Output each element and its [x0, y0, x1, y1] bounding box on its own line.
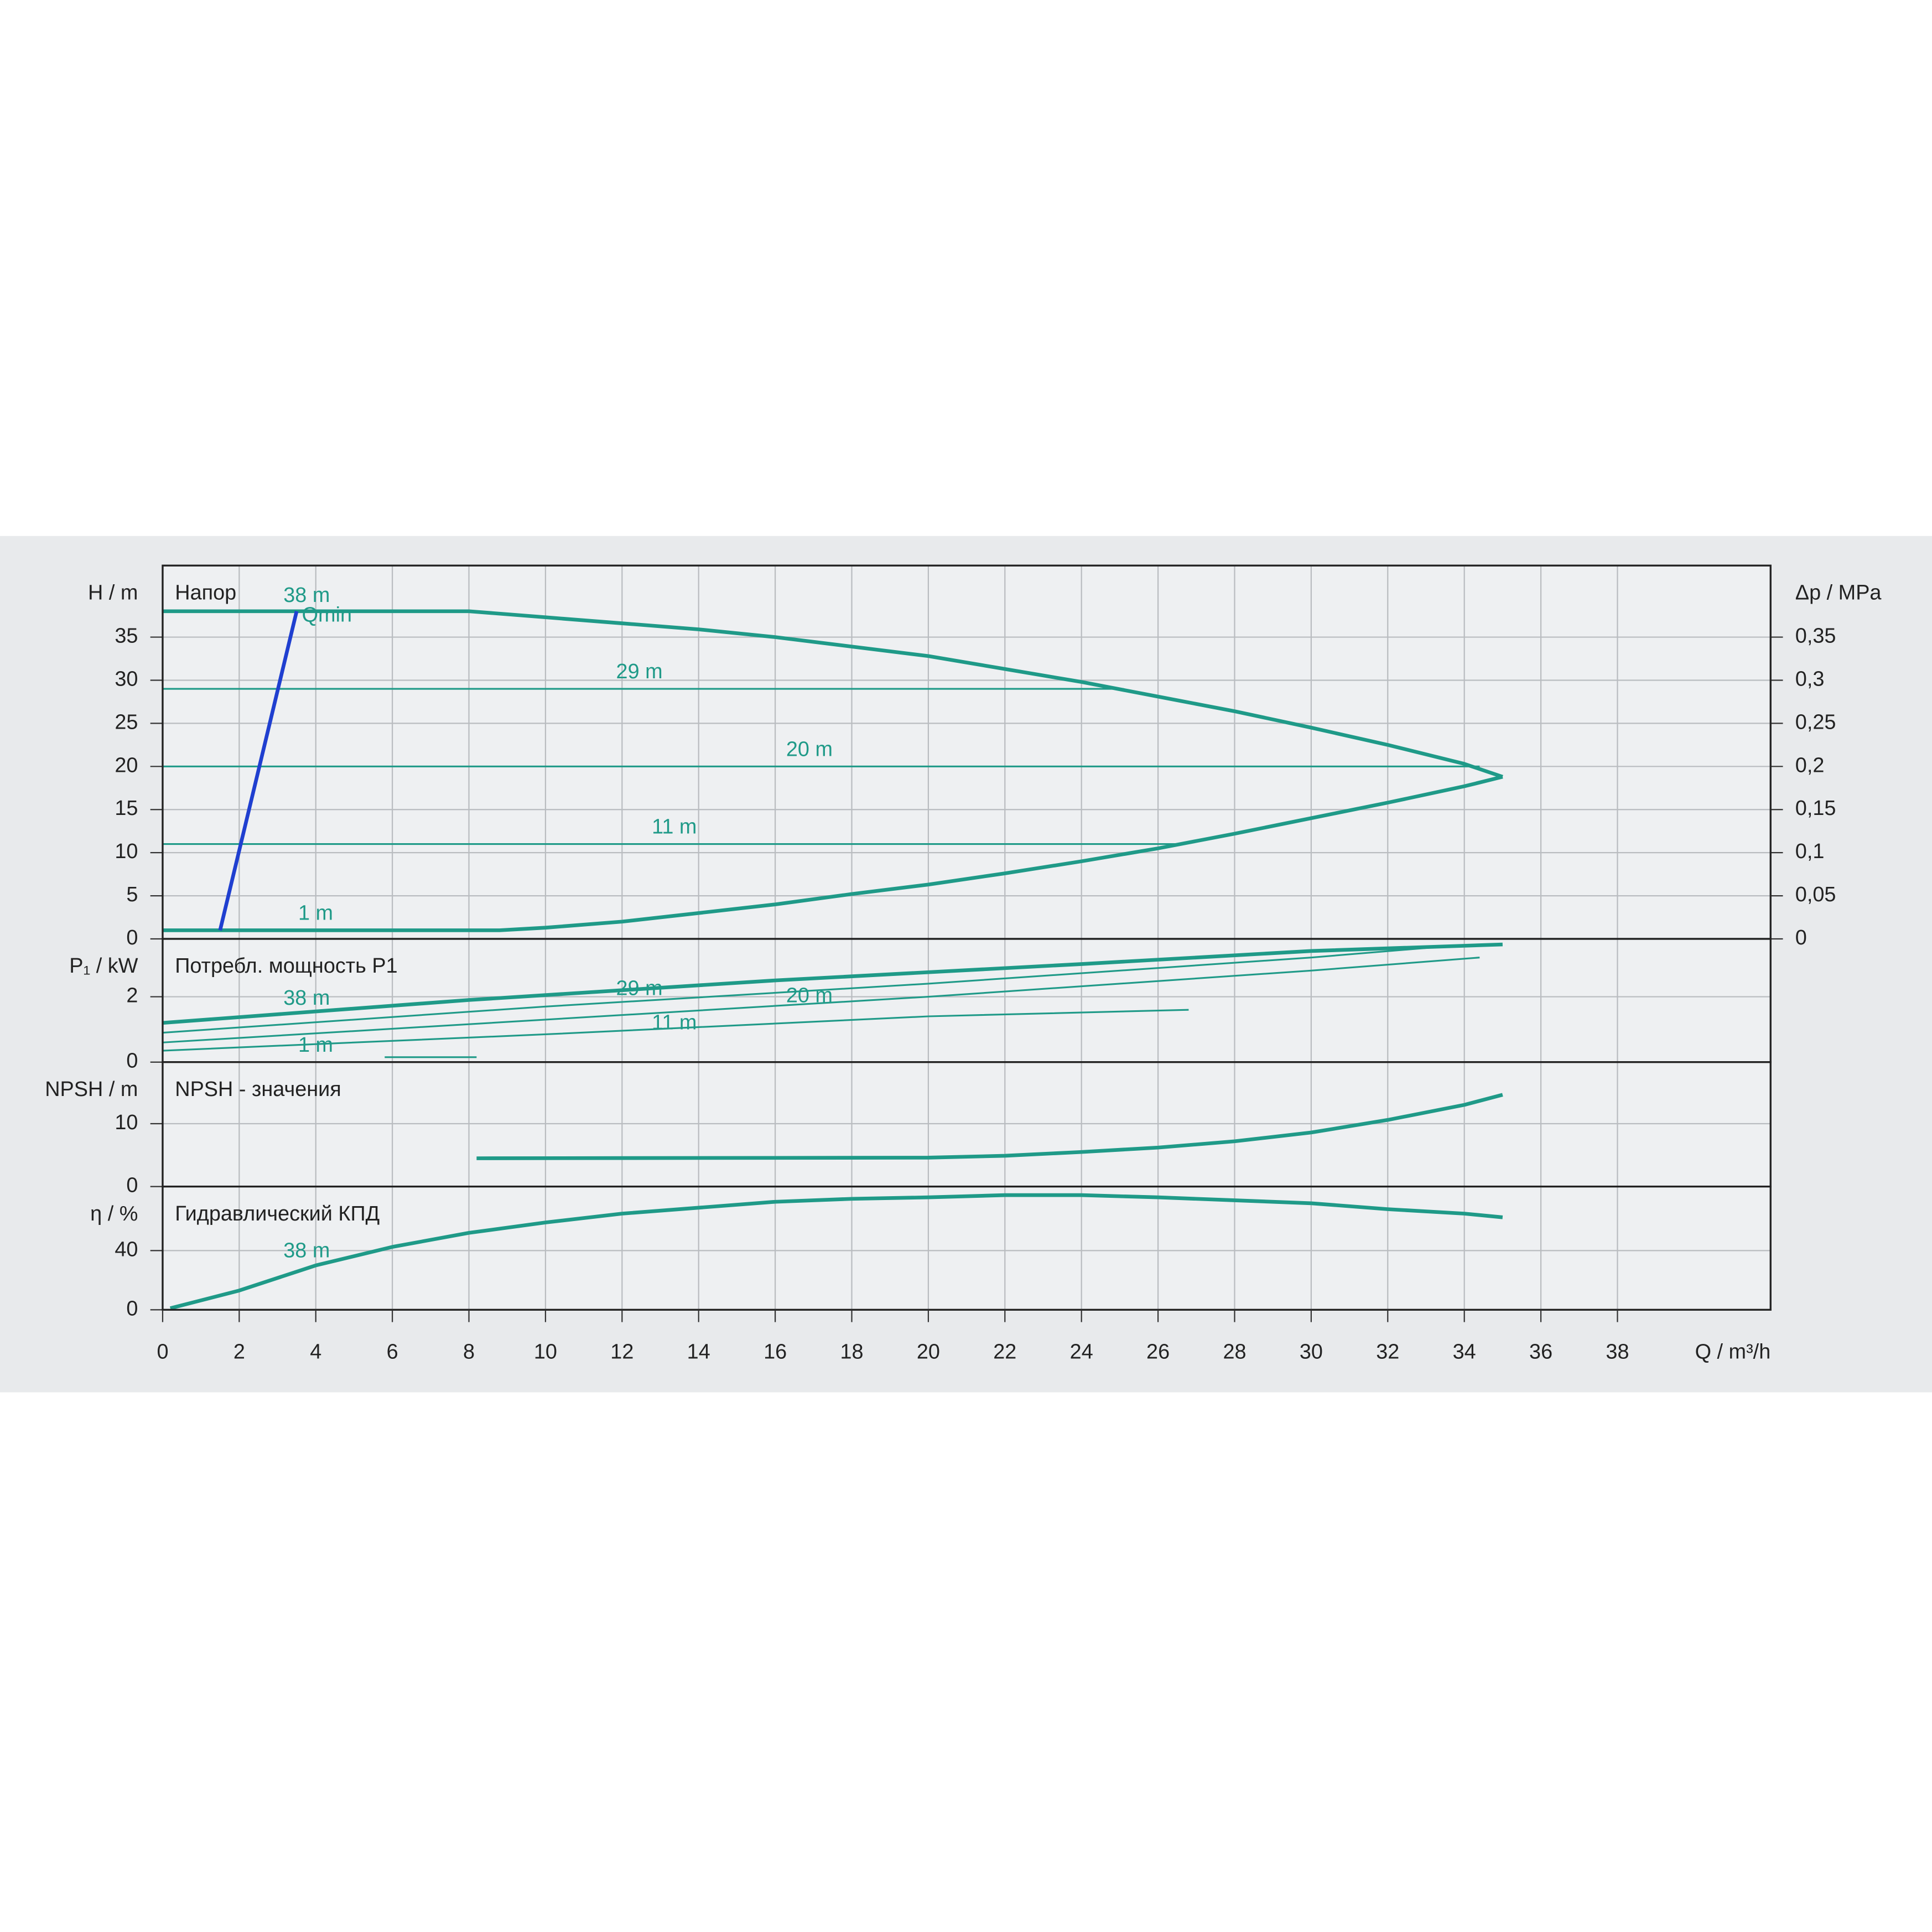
y2-axis-label: Δp / MPa [1795, 581, 1882, 604]
plot-area [162, 1186, 1771, 1310]
panel-title: NPSH - значения [175, 1078, 341, 1101]
curve-label: 20 m [786, 984, 833, 1007]
y-tick-label: 0 [126, 1174, 138, 1197]
y-axis-label: P₁ / kW [69, 954, 138, 978]
x-tick-label: 38 [1606, 1340, 1629, 1363]
y-tick-label: 0 [126, 1297, 138, 1320]
x-tick-label: 6 [387, 1340, 398, 1363]
y-tick-label: 10 [115, 1111, 138, 1134]
curve-label: 29 m [616, 977, 663, 1000]
x-tick-label: 26 [1146, 1340, 1170, 1363]
panel-title: Напор [175, 581, 236, 604]
y-tick-label: 5 [126, 883, 138, 906]
y2-tick-label: 0,3 [1795, 667, 1825, 690]
curve-label: 1 m [298, 1033, 333, 1057]
x-tick-label: 28 [1223, 1340, 1246, 1363]
curve [169, 1193, 1503, 1310]
plot-area [162, 565, 1771, 939]
x-tick-label: 22 [993, 1340, 1016, 1363]
curve [162, 942, 1503, 1025]
x-tick-label: 0 [157, 1340, 168, 1363]
y-tick-label: 10 [115, 840, 138, 863]
x-tick-label: 10 [534, 1340, 557, 1363]
y2-tick-label: 0 [1795, 926, 1807, 949]
x-tick-label: 16 [764, 1340, 787, 1363]
y-tick-label: 0 [126, 926, 138, 949]
curve [162, 609, 1503, 779]
curve [476, 1093, 1503, 1160]
y-axis-label: NPSH / m [45, 1078, 138, 1101]
curve [162, 945, 1450, 1034]
y2-tick-label: 0,05 [1795, 883, 1836, 906]
curve [162, 775, 1503, 932]
y-axis-label: η / % [90, 1202, 138, 1225]
y-tick-label: 35 [115, 625, 138, 648]
y-tick-label: 15 [115, 797, 138, 820]
y2-tick-label: 0,2 [1795, 754, 1825, 777]
curve-label: 1 m [298, 901, 333, 925]
curve-label: Qmin [302, 604, 352, 627]
curve-label: 20 m [786, 738, 833, 761]
x-tick-label: 32 [1376, 1340, 1399, 1363]
y-tick-label: 25 [115, 710, 138, 734]
y-tick-label: 30 [115, 667, 138, 690]
plot-area [162, 1062, 1771, 1187]
y2-tick-label: 0,1 [1795, 840, 1825, 863]
x-tick-label: 24 [1070, 1340, 1093, 1363]
plot-border [162, 1185, 1772, 1311]
x-tick-label: 20 [917, 1340, 940, 1363]
x-tick-label: 12 [610, 1340, 633, 1363]
curve-label: 29 m [616, 660, 663, 683]
y2-tick-label: 0,35 [1795, 625, 1836, 648]
x-tick-label: 30 [1300, 1340, 1323, 1363]
curve [162, 1009, 1189, 1052]
curve-label: 38 m [283, 1239, 330, 1263]
x-tick-label: 4 [310, 1340, 321, 1363]
y-tick-label: 20 [115, 754, 138, 777]
y-tick-label: 0 [126, 1050, 138, 1073]
plot-area [162, 939, 1771, 1062]
x-tick-label: 14 [687, 1340, 710, 1363]
curve [218, 611, 299, 931]
x-tick-label: 36 [1529, 1340, 1552, 1363]
y-tick-label: 2 [126, 984, 138, 1007]
panel-title: Потребл. мощность P1 [175, 954, 397, 978]
curve-label: 38 m [283, 986, 330, 1010]
x-tick-label: 8 [463, 1340, 475, 1363]
x-tick-label: 34 [1453, 1340, 1476, 1363]
curve-label: 38 m [283, 584, 330, 607]
curve-label: 11 m [652, 816, 697, 839]
y-axis-label: H / m [88, 581, 138, 604]
y2-tick-label: 0,15 [1795, 797, 1836, 820]
curve-label: 11 m [652, 1011, 697, 1035]
curve [162, 957, 1480, 1043]
panel-title: Гидравлический КПД [175, 1202, 380, 1225]
x-tick-label: 18 [840, 1340, 863, 1363]
x-tick-label: 2 [233, 1340, 245, 1363]
x-axis-label: Q / m³/h [1695, 1340, 1771, 1363]
y-tick-label: 40 [115, 1238, 138, 1261]
y2-tick-label: 0,25 [1795, 710, 1836, 734]
